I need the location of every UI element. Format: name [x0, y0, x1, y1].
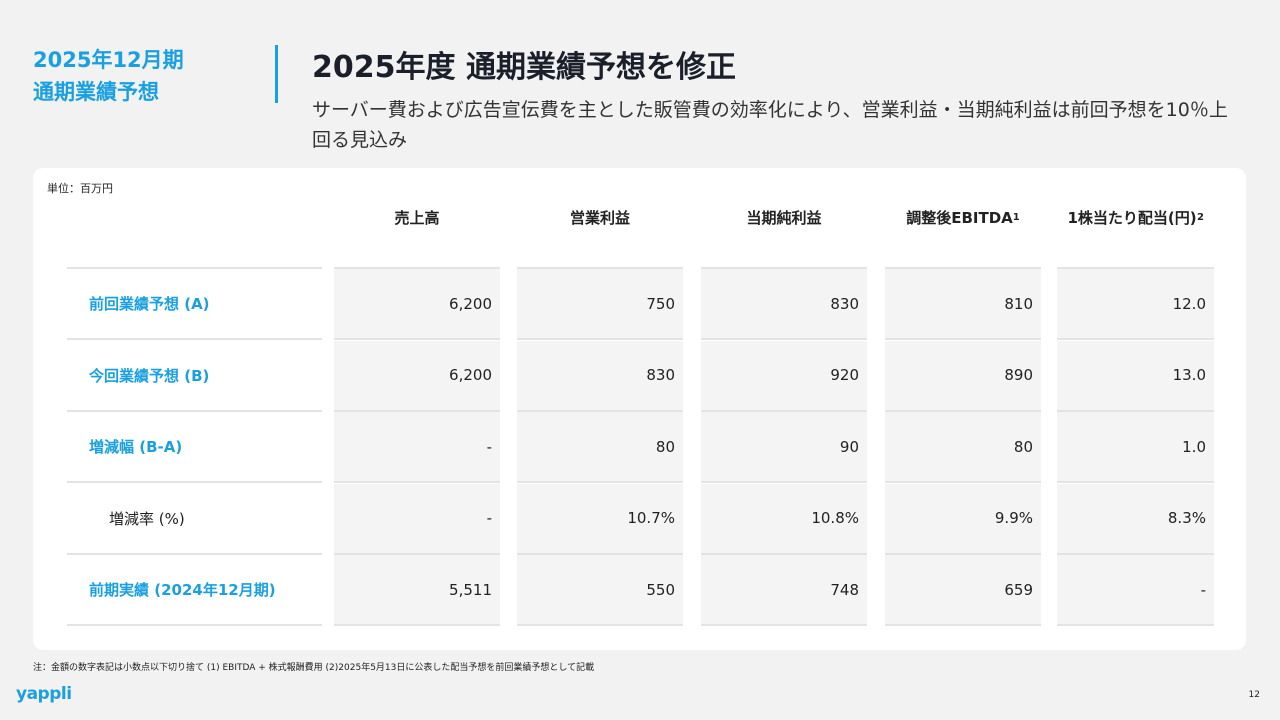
page-subtitle: サーバー費および広告宣伝費を主とした販管費の効率化により、営業利益・当期純利益は…	[312, 99, 1228, 151]
footnote-marker: 1	[1012, 212, 1020, 223]
table-cell: 890	[885, 340, 1041, 412]
row-label: 前回業績予想 (A)	[67, 269, 322, 340]
column-header: 1株当たり配当(円) 2	[1057, 168, 1214, 268]
column-header: 調整後EBITDA 1	[885, 168, 1041, 268]
table-cell: 810	[885, 269, 1041, 340]
footnote-marker: 2	[1197, 212, 1204, 223]
table-cell: 80	[885, 412, 1041, 483]
table-cell: 550	[517, 555, 683, 626]
table-cell: 6,200	[334, 340, 500, 412]
rule	[67, 267, 322, 269]
table-cell: 659	[885, 555, 1041, 626]
footnote: 注：金額の数字表記は小数点以下切り捨て (1) EBITDA + 株式報酬費用 …	[33, 663, 595, 673]
table-cell: -	[334, 483, 500, 555]
table-cell: 920	[701, 340, 867, 412]
row-label: 今回業績予想 (B)	[67, 341, 322, 412]
table-cell: 80	[517, 412, 683, 483]
column-header-label: 当期純利益	[746, 209, 822, 227]
table-cell: -	[334, 412, 500, 483]
column-header-label: 1株当たり配当(円)	[1067, 209, 1197, 227]
table-cell: 9.9%	[885, 483, 1041, 555]
section-line: 通期業績予想	[33, 80, 159, 104]
rule	[701, 267, 867, 269]
section-line: 2025年12月期	[33, 48, 184, 72]
table-cell: -	[1057, 555, 1214, 626]
page-title: 2025年度 通期業績予想を修正	[312, 50, 736, 85]
column-header-label: 営業利益	[569, 209, 630, 227]
table-cell: 8.3%	[1057, 483, 1214, 555]
row-label: 増減率 (%)	[67, 484, 322, 555]
table-cell: 748	[701, 555, 867, 626]
rule	[517, 267, 683, 269]
column-header: 売上高	[334, 168, 500, 268]
column-header-label: 売上高	[394, 209, 440, 227]
yappli-logo: yappli	[16, 684, 72, 704]
table-cell: 1.0	[1057, 412, 1214, 483]
row-label: 前期実績 (2024年12月期)	[67, 555, 322, 626]
table-cell: 5,511	[334, 555, 500, 626]
table-cell: 6,200	[334, 269, 500, 340]
table-cell: 750	[517, 269, 683, 340]
table-cell: 830	[701, 269, 867, 340]
column-header-label: 調整後EBITDA	[906, 209, 1013, 227]
table-cell: 12.0	[1057, 269, 1214, 340]
table-cell: 90	[701, 412, 867, 483]
table-cell: 13.0	[1057, 340, 1214, 412]
row-label: 増減幅 (B-A)	[67, 412, 322, 483]
section-title: 2025年12月期 通期業績予想	[33, 44, 184, 108]
table-cell: 10.7%	[517, 483, 683, 555]
rule	[885, 267, 1041, 269]
column-header: 当期純利益	[701, 168, 867, 268]
column-header: 営業利益	[517, 168, 683, 268]
page-number: 12	[1248, 690, 1260, 700]
table-cell: 10.8%	[701, 483, 867, 555]
rule	[1057, 267, 1214, 269]
table-cell: 830	[517, 340, 683, 412]
divider	[275, 45, 278, 103]
forecast-table: 単位：百万円 売上高 営業利益 当期純利益 調整後EBITDA 1 1株当たり配当(円) 2…	[33, 168, 1246, 650]
rule	[334, 267, 500, 269]
unit-label: 単位：百万円	[47, 182, 113, 195]
